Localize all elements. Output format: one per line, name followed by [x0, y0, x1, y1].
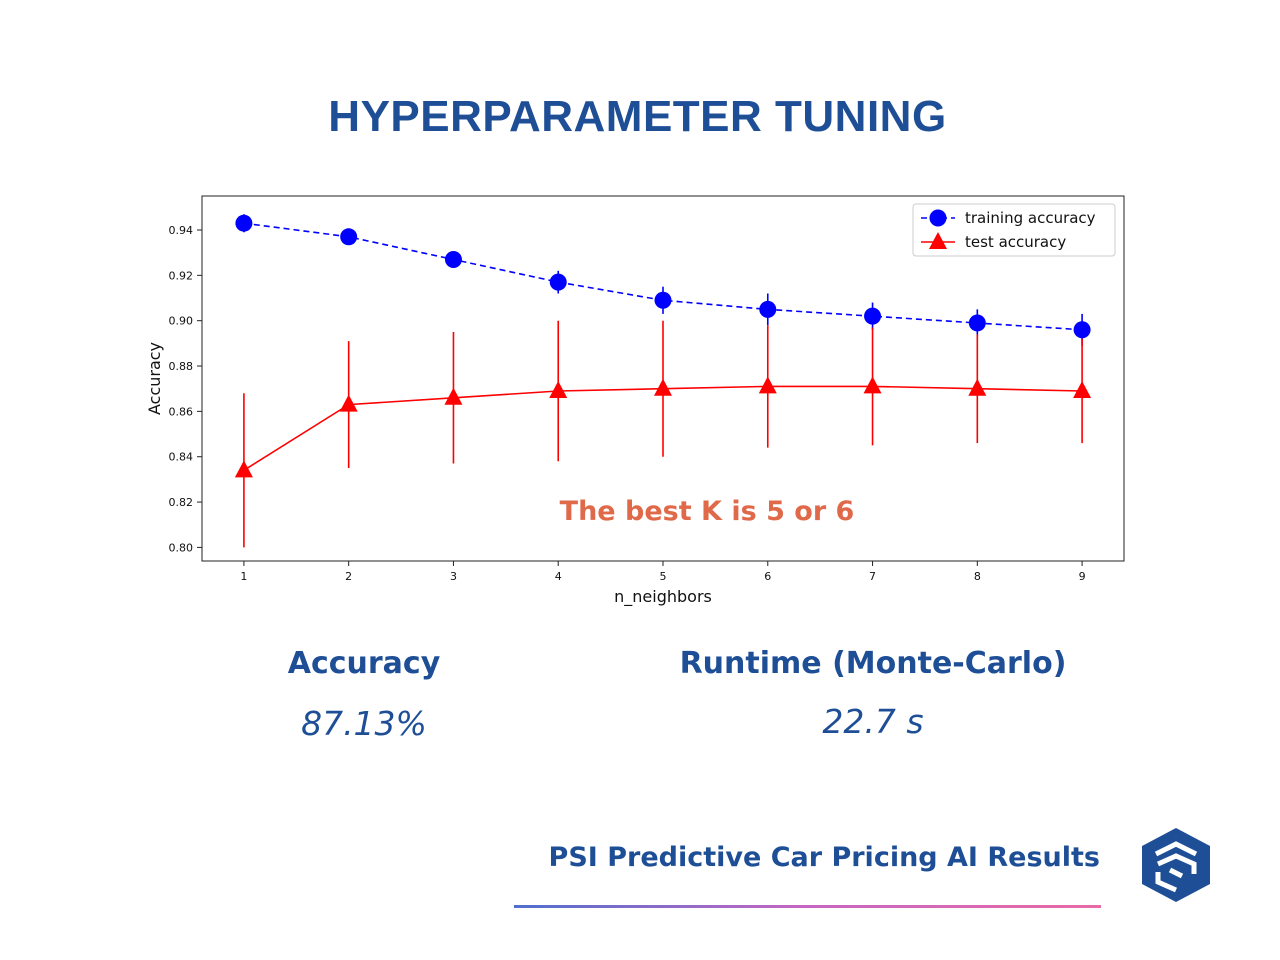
psi-logo-icon [1142, 828, 1210, 902]
legend-marker-training [929, 209, 947, 227]
x-tick-label: 2 [345, 570, 352, 583]
training-point [759, 300, 777, 318]
x-tick-label: 8 [974, 570, 981, 583]
y-tick-label: 0.88 [169, 360, 194, 373]
x-axis-label: n_neighbors [614, 587, 712, 607]
test-point [234, 460, 253, 478]
x-tick-label: 3 [450, 570, 457, 583]
training-point [654, 291, 672, 309]
footer-divider [514, 905, 1101, 908]
legend-marker-test [929, 232, 947, 249]
best-k-annotation: The best K is 5 or 6 [560, 496, 855, 527]
legend-label-test: test accuracy [965, 233, 1066, 251]
y-tick-label: 0.94 [169, 224, 194, 237]
y-tick-label: 0.84 [169, 451, 194, 464]
training-point [1073, 321, 1091, 339]
accuracy-metric-value: 87.13% [301, 704, 427, 743]
test-point [758, 376, 777, 394]
x-tick-label: 9 [1079, 570, 1086, 583]
test-point [968, 378, 987, 396]
x-tick-label: 7 [869, 570, 876, 583]
training-series-line [243, 222, 1083, 331]
accuracy-chart: 0.80 0.82 0.84 0.86 0.88 0.90 0.92 0.94 1 2 3 4 5 6 7 8… [145, 195, 1125, 607]
training-point [235, 214, 253, 232]
x-tick-label: 4 [555, 570, 562, 583]
runtime-metric-value: 22.7 s [822, 702, 924, 741]
x-tick-label: 5 [660, 570, 667, 583]
legend-label-training: training accuracy [965, 209, 1096, 227]
x-tick-label: 1 [240, 570, 247, 583]
page-title: HYPERPARAMETER TUNING [328, 92, 947, 141]
y-tick-label: 0.82 [169, 496, 194, 509]
legend-box [912, 203, 1116, 257]
y-tick-label: 0.90 [169, 315, 194, 328]
training-point [340, 228, 358, 246]
runtime-metric-label: Runtime (Monte-Carlo) [679, 646, 1067, 681]
y-axis-label: Accuracy [145, 342, 164, 415]
training-point [549, 273, 567, 291]
training-point [968, 314, 986, 332]
test-point [863, 376, 882, 394]
accuracy-metric-label: Accuracy [287, 646, 441, 681]
test-point [444, 387, 463, 405]
test-point [339, 394, 358, 412]
y-tick-label: 0.92 [169, 269, 194, 282]
training-point [864, 307, 882, 325]
y-tick-label: 0.86 [169, 405, 194, 418]
footer-title: PSI Predictive Car Pricing AI Results [548, 842, 1100, 873]
y-tick-label: 0.80 [169, 541, 194, 554]
test-point [1073, 380, 1092, 398]
test-point [654, 378, 672, 396]
test-point [549, 380, 568, 398]
x-tick-label: 6 [764, 570, 771, 583]
training-point [444, 250, 462, 268]
